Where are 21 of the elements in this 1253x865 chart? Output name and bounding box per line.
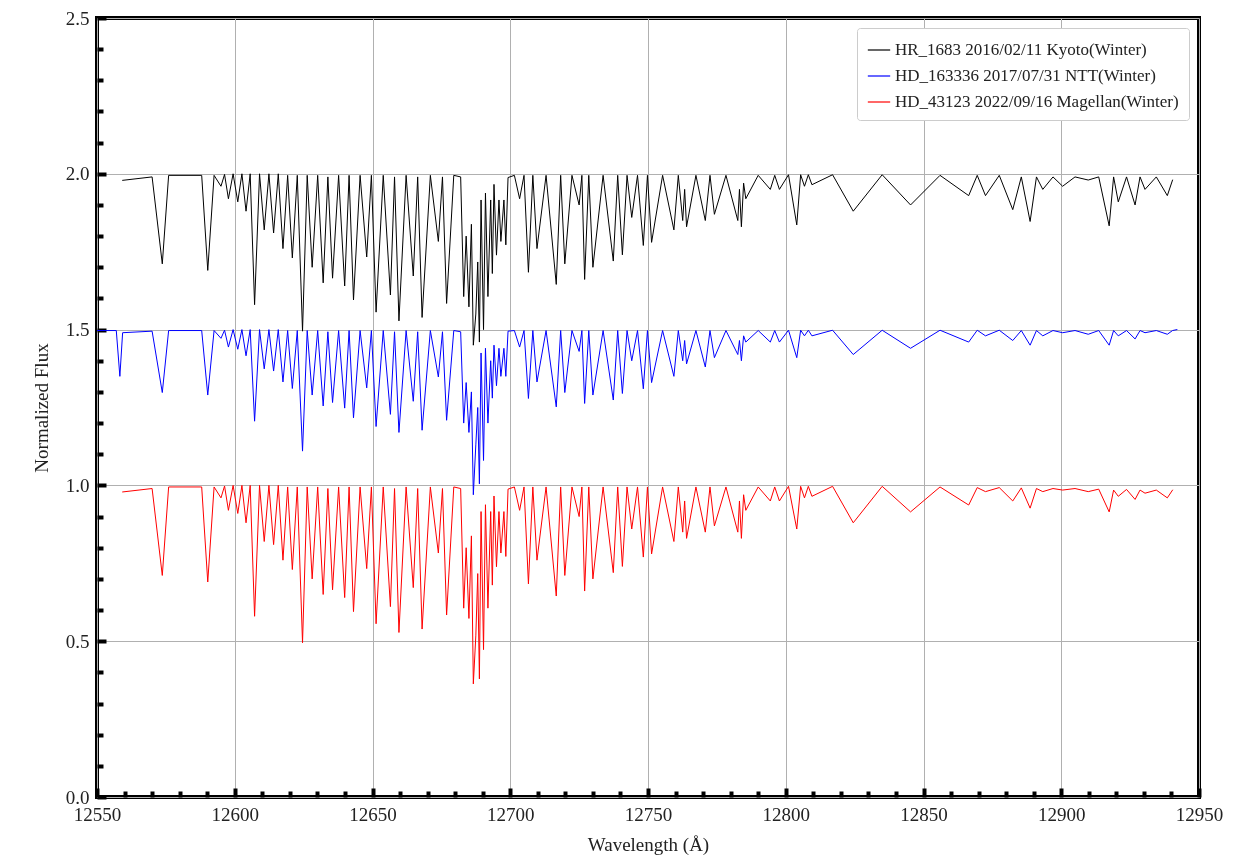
y-axis-title: Normalized Flux bbox=[30, 342, 52, 473]
y-tick-label: 0.5 bbox=[65, 630, 90, 652]
x-tick-label: 12800 bbox=[762, 803, 810, 825]
x-tick-label: 12700 bbox=[487, 803, 535, 825]
line-series bbox=[122, 484, 1174, 685]
x-tick-label: 12650 bbox=[349, 803, 397, 825]
x-axis-title: Wavelength (Å) bbox=[587, 833, 710, 856]
x-tick-label: 12750 bbox=[624, 803, 673, 825]
legend-label: HR_1683 2016/02/11 Kyoto(Winter) bbox=[895, 40, 1147, 59]
y-tick-label: 2.5 bbox=[65, 7, 90, 29]
legend-label: HD_43123 2022/09/16 Magellan(Winter) bbox=[895, 92, 1179, 111]
line-series bbox=[122, 173, 1174, 346]
y-tick-label: 1.0 bbox=[65, 474, 90, 496]
x-tick-label: 12850 bbox=[900, 803, 948, 825]
y-tick-label: 1.5 bbox=[65, 319, 90, 341]
line-series bbox=[97, 329, 1178, 496]
x-tick-label: 12600 bbox=[211, 803, 259, 825]
x-tick-label: 12950 bbox=[1175, 803, 1224, 825]
legend-label: HD_163336 2017/07/31 NTT(Winter) bbox=[895, 66, 1156, 85]
x-tick-label: 12900 bbox=[1038, 803, 1086, 825]
y-tick-label: 2.0 bbox=[65, 163, 90, 185]
